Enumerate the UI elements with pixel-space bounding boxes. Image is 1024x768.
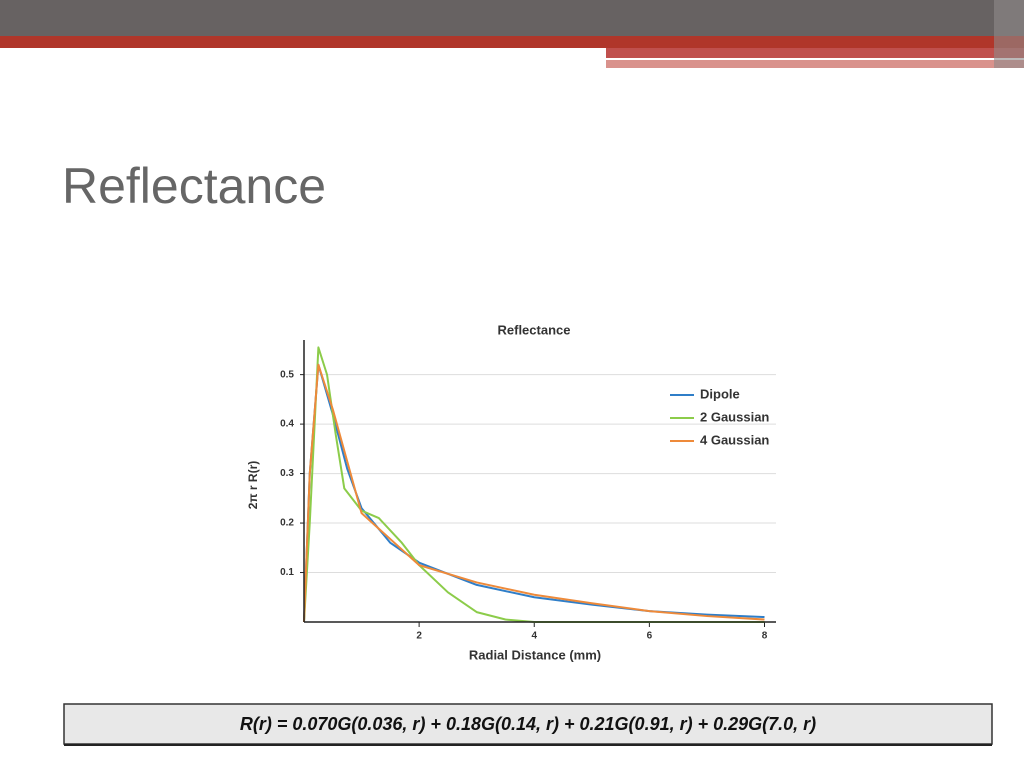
y-tick-label: 0.1 xyxy=(280,567,294,578)
formula: R(r) = 0.070G(0.036, r) + 0.18G(0.14, r)… xyxy=(240,714,816,734)
legend-label: 2 Gaussian xyxy=(700,409,769,424)
header-band xyxy=(0,0,1024,36)
y-axis-title: 2π r R(r) xyxy=(246,461,260,510)
x-axis-title: Radial Distance (mm) xyxy=(469,647,601,662)
series-line xyxy=(303,363,765,623)
plot xyxy=(303,346,765,623)
y-tick-label: 0.4 xyxy=(280,419,294,430)
x-tick-label: 8 xyxy=(762,631,768,642)
chart-title: Reflectance xyxy=(498,322,571,337)
x-tick-label: 6 xyxy=(647,631,653,642)
header-stripe xyxy=(0,36,1024,48)
series-line xyxy=(303,346,765,623)
y-tick-label: 0.5 xyxy=(280,369,294,380)
legend-label: Dipole xyxy=(700,386,740,401)
x-tick-label: 4 xyxy=(531,631,537,642)
header-stripe xyxy=(606,48,1024,58)
header-accent xyxy=(994,0,1024,68)
y-tick-label: 0.2 xyxy=(280,518,294,529)
legend-label: 4 Gaussian xyxy=(700,432,769,447)
x-tick-label: 2 xyxy=(416,631,422,642)
header-stripe xyxy=(606,60,1024,68)
slide-title: Reflectance xyxy=(62,158,326,214)
series-line xyxy=(303,363,765,623)
y-tick-label: 0.3 xyxy=(280,468,294,479)
